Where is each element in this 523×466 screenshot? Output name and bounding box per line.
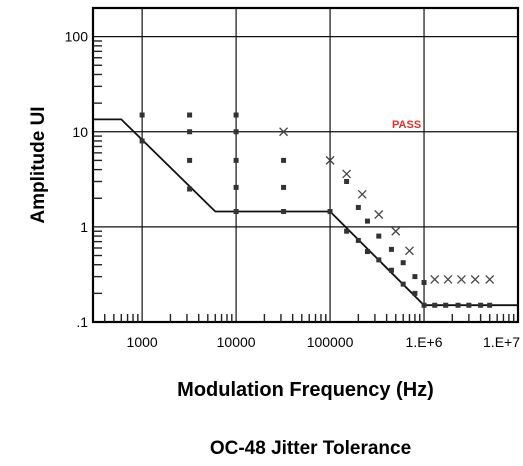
x-tick-label: 1000: [127, 334, 158, 350]
x-tick-label: 1.E+7: [483, 334, 520, 350]
x-marker: [325, 155, 335, 165]
square-marker: [233, 129, 239, 135]
x-marker: [391, 226, 401, 236]
y-axis-title: Amplitude UI: [28, 106, 49, 223]
square-marker: [421, 280, 427, 286]
x-marker: [485, 275, 495, 284]
square-markers: [139, 112, 493, 308]
y-tick-label: 10: [72, 124, 88, 140]
square-marker: [233, 157, 239, 163]
square-marker: [478, 302, 484, 308]
x-axis-title: Modulation Frequency (Hz): [177, 379, 434, 401]
square-marker: [233, 209, 239, 215]
square-marker: [327, 209, 333, 215]
minor-ticks: [93, 40, 515, 322]
x-marker: [443, 275, 453, 284]
y-tick-label: 1: [80, 219, 88, 235]
square-marker: [187, 186, 193, 192]
square-marker: [432, 302, 438, 308]
x-marker-stroke: [342, 169, 352, 179]
x-marker: [430, 275, 440, 284]
x-marker: [279, 127, 289, 137]
square-marker: [364, 249, 370, 255]
square-marker: [139, 112, 145, 118]
x-tick-labels: 1000 10000 100000 1.E+6 1.E+7: [127, 334, 521, 350]
square-marker: [281, 209, 287, 215]
square-marker: [344, 228, 350, 234]
x-marker-stroke: [374, 210, 384, 219]
square-marker: [187, 157, 193, 163]
square-marker: [400, 260, 406, 266]
x-marker-stroke: [485, 275, 495, 284]
square-marker: [281, 184, 287, 190]
pass-annotation: PASS: [392, 119, 421, 131]
square-marker: [421, 302, 427, 308]
square-marker: [412, 290, 418, 296]
x-marker-stroke: [357, 189, 367, 199]
y-tick-label: .1: [76, 314, 88, 330]
square-marker: [139, 138, 145, 144]
square-marker: [455, 302, 461, 308]
square-marker: [466, 302, 472, 308]
square-marker: [187, 112, 193, 118]
x-markers: [279, 127, 495, 284]
x-tick-label: 1.E+6: [406, 334, 443, 350]
x-tick-label: 100000: [307, 334, 354, 350]
square-marker: [487, 302, 493, 308]
x-marker-stroke: [279, 127, 289, 137]
chart-title: OC-48 Jitter Tolerance: [210, 438, 411, 459]
square-marker: [443, 302, 449, 308]
square-marker: [412, 274, 418, 280]
square-marker: [344, 178, 350, 184]
mask-polyline: [93, 118, 518, 307]
tolerance-mask-line: [93, 118, 518, 307]
square-marker: [233, 112, 239, 118]
x-marker: [470, 275, 480, 284]
square-marker: [376, 257, 382, 263]
square-marker: [355, 204, 361, 210]
grid-lines: [93, 8, 518, 322]
x-marker-stroke: [443, 275, 453, 284]
x-marker: [374, 210, 384, 219]
x-marker: [357, 189, 367, 199]
x-marker-stroke: [405, 246, 414, 256]
x-tick-label: 10000: [217, 334, 256, 350]
y-tick-labels: 100 10 1 .1: [65, 29, 89, 330]
x-marker: [342, 169, 352, 179]
square-marker: [364, 218, 370, 224]
square-marker: [388, 246, 394, 252]
square-marker: [281, 157, 287, 163]
square-marker: [187, 129, 193, 135]
x-marker-stroke: [470, 275, 480, 284]
square-marker: [400, 281, 406, 287]
plot-background: [91, 6, 520, 324]
square-marker: [376, 233, 382, 239]
x-marker-stroke: [391, 226, 401, 236]
square-marker: [388, 267, 394, 273]
square-marker: [233, 184, 239, 190]
x-marker-stroke: [325, 155, 335, 165]
y-tick-label: 100: [65, 29, 89, 45]
x-marker-stroke: [430, 275, 440, 284]
x-marker-stroke: [456, 275, 466, 284]
x-marker: [456, 275, 466, 284]
square-marker: [355, 237, 361, 243]
plot-frame: [91, 6, 520, 324]
x-marker: [405, 246, 414, 256]
